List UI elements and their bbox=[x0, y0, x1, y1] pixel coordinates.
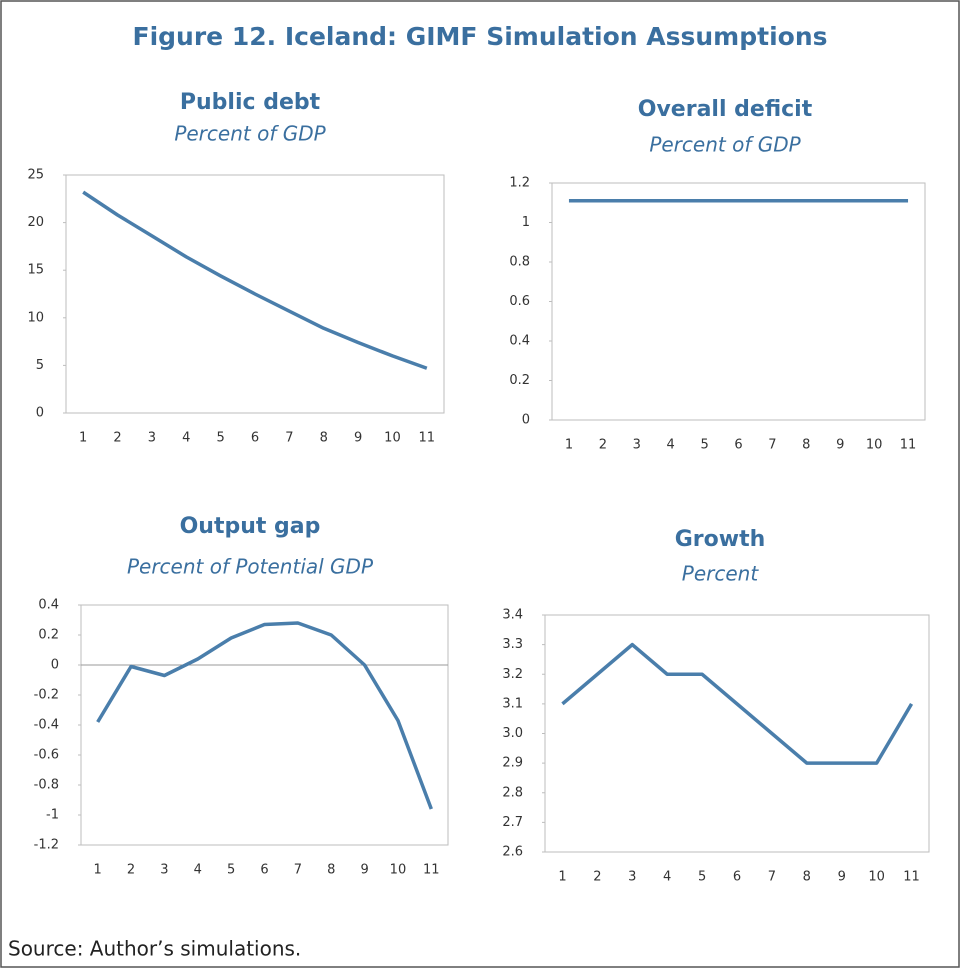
y-tick-label: 25 bbox=[27, 168, 44, 183]
x-tick-label: 3 bbox=[633, 438, 641, 453]
x-tick-label: 7 bbox=[285, 431, 293, 446]
y-tick-label: -0.2 bbox=[34, 688, 59, 703]
y-tick-label: 0.4 bbox=[509, 334, 530, 349]
y-tick-label: 0.8 bbox=[509, 255, 530, 270]
chart-title: Public debt bbox=[180, 90, 321, 115]
plot-area bbox=[551, 182, 926, 421]
y-tick-label: 0 bbox=[51, 658, 59, 673]
y-tick-label: 2.9 bbox=[502, 756, 523, 771]
y-tick-label: 10 bbox=[27, 310, 44, 325]
y-tick-label: -1 bbox=[46, 808, 59, 823]
x-tick-label: 10 bbox=[866, 438, 883, 453]
y-tick-label: 0.6 bbox=[509, 294, 530, 309]
y-tick-label: 3.3 bbox=[502, 637, 523, 652]
y-tick-label: 0 bbox=[522, 413, 530, 428]
figure-title: Figure 12. Iceland: GIMF Simulation Assu… bbox=[133, 22, 828, 51]
x-tick-label: 8 bbox=[802, 438, 810, 453]
x-tick-label: 9 bbox=[354, 431, 362, 446]
y-tick-label: -0.8 bbox=[34, 778, 59, 793]
y-tick-label: 20 bbox=[27, 215, 44, 230]
x-tick-label: 4 bbox=[667, 438, 675, 453]
x-tick-label: 3 bbox=[148, 431, 156, 446]
x-tick-label: 11 bbox=[903, 870, 920, 885]
chart-title: Output gap bbox=[180, 514, 321, 539]
y-tick-label: 15 bbox=[27, 263, 44, 278]
x-tick-label: 6 bbox=[260, 863, 268, 878]
x-tick-label: 6 bbox=[251, 431, 259, 446]
x-tick-label: 2 bbox=[599, 438, 607, 453]
x-tick-label: 6 bbox=[733, 870, 741, 885]
x-tick-label: 3 bbox=[160, 863, 168, 878]
x-tick-label: 8 bbox=[327, 863, 335, 878]
x-tick-label: 10 bbox=[868, 870, 885, 885]
x-tick-label: 1 bbox=[94, 863, 102, 878]
x-tick-label: 5 bbox=[216, 431, 224, 446]
chart-subtitle: Percent of GDP bbox=[649, 133, 801, 157]
y-tick-label: 5 bbox=[36, 358, 44, 373]
y-tick-label: 2.8 bbox=[502, 785, 523, 800]
plot-area bbox=[65, 174, 445, 414]
x-tick-label: 2 bbox=[127, 863, 135, 878]
source-note: Source: Author’s simulations. bbox=[8, 937, 301, 961]
data-line bbox=[82, 190, 428, 370]
x-tick-label: 2 bbox=[593, 870, 601, 885]
x-tick-label: 5 bbox=[698, 870, 706, 885]
y-tick-label: 3.0 bbox=[502, 726, 523, 741]
x-tick-label: 4 bbox=[194, 863, 202, 878]
y-tick-label: -1.2 bbox=[34, 838, 59, 853]
x-tick-label: 4 bbox=[182, 431, 190, 446]
chart-subtitle: Percent of Potential GDP bbox=[127, 555, 374, 579]
x-tick-label: 4 bbox=[663, 870, 671, 885]
y-tick-label: 0 bbox=[36, 406, 44, 421]
y-tick-label: 0.2 bbox=[38, 628, 59, 643]
chart-subtitle: Percent bbox=[682, 562, 760, 586]
y-tick-label: 2.6 bbox=[502, 845, 523, 860]
y-tick-label: 2.7 bbox=[502, 815, 523, 830]
x-tick-label: 6 bbox=[734, 438, 742, 453]
x-tick-label: 3 bbox=[628, 870, 636, 885]
y-tick-label: 1.2 bbox=[509, 176, 530, 191]
x-tick-label: 9 bbox=[836, 438, 844, 453]
x-tick-label: 1 bbox=[79, 431, 87, 446]
y-tick-label: -0.4 bbox=[34, 718, 59, 733]
data-line bbox=[96, 621, 433, 810]
x-tick-label: 5 bbox=[227, 863, 235, 878]
chart-title: Growth bbox=[675, 527, 766, 552]
data-line bbox=[561, 642, 914, 765]
y-tick-label: -0.6 bbox=[34, 748, 59, 763]
x-tick-label: 9 bbox=[838, 870, 846, 885]
y-tick-label: 3.1 bbox=[502, 696, 523, 711]
x-tick-label: 10 bbox=[384, 431, 401, 446]
chart-subtitle: Percent of GDP bbox=[174, 122, 326, 146]
y-tick-label: 3.2 bbox=[502, 667, 523, 682]
x-tick-label: 7 bbox=[294, 863, 302, 878]
x-tick-label: 7 bbox=[768, 438, 776, 453]
x-tick-label: 9 bbox=[360, 863, 368, 878]
y-tick-label: 0.4 bbox=[38, 598, 59, 613]
plot-area bbox=[80, 604, 449, 846]
x-tick-label: 11 bbox=[900, 438, 917, 453]
x-tick-label: 11 bbox=[423, 863, 440, 878]
x-tick-label: 8 bbox=[320, 431, 328, 446]
x-tick-label: 1 bbox=[565, 438, 573, 453]
x-tick-label: 5 bbox=[700, 438, 708, 453]
x-tick-label: 11 bbox=[419, 431, 436, 446]
y-tick-label: 3.4 bbox=[502, 608, 523, 623]
x-tick-label: 2 bbox=[113, 431, 121, 446]
y-tick-label: 1 bbox=[522, 215, 530, 230]
plot-area bbox=[544, 614, 930, 853]
x-tick-label: 7 bbox=[768, 870, 776, 885]
y-tick-label: 0.2 bbox=[509, 373, 530, 388]
chart-title: Overall deficit bbox=[638, 97, 813, 122]
x-tick-label: 10 bbox=[390, 863, 407, 878]
x-tick-label: 8 bbox=[803, 870, 811, 885]
x-tick-label: 1 bbox=[558, 870, 566, 885]
